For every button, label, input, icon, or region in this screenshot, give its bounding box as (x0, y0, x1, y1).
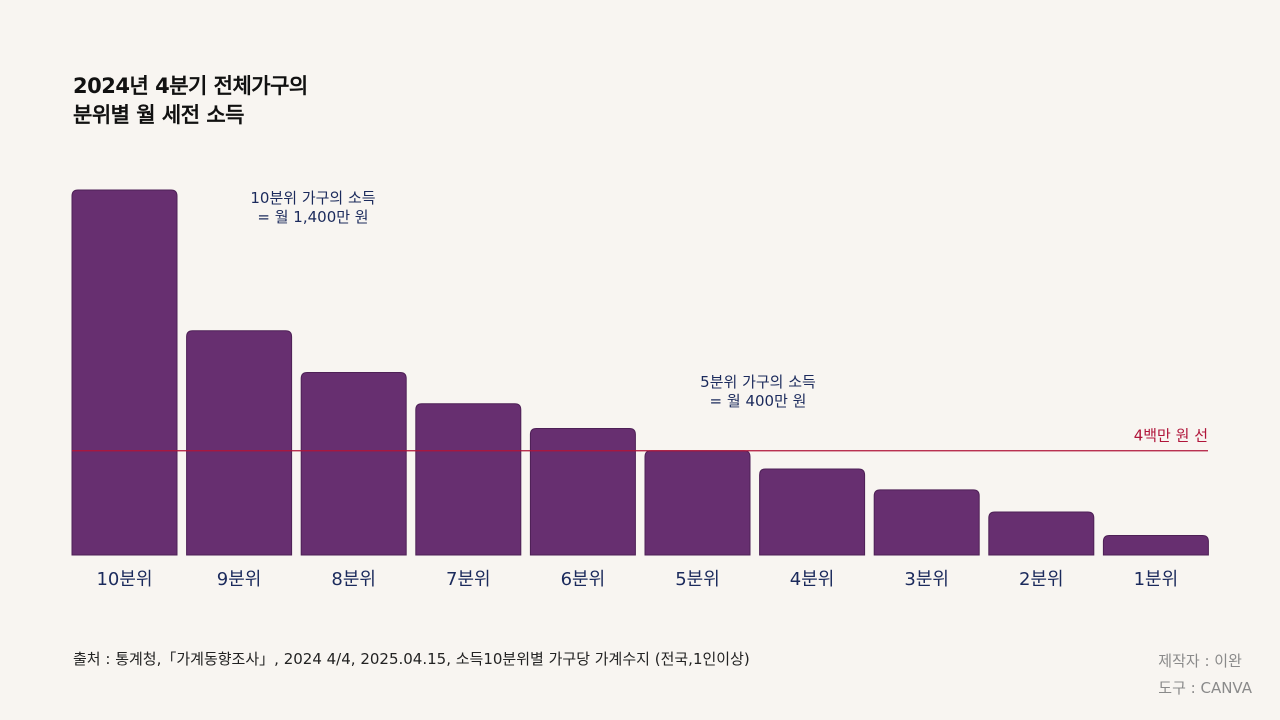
x-tick-label: 5분위 (675, 569, 720, 590)
tool-credit: 도구 : CANVA (1158, 679, 1252, 697)
annotation-line2: = 월 1,400만 원 (257, 208, 368, 226)
bar-10분위 (71, 189, 178, 556)
credits: 제작자 : 이완 도구 : CANVA (1158, 648, 1252, 702)
bar-4분위 (759, 468, 866, 556)
bar-8분위 (300, 372, 407, 556)
chart-title-line2: 분위별 월 세전 소득 (73, 103, 244, 127)
bar-1분위 (1102, 534, 1209, 556)
chart-title: 2024년 4분기 전체가구의 분위별 월 세전 소득 (73, 72, 308, 130)
x-tick-label: 7분위 (446, 569, 491, 590)
bar-7분위 (415, 403, 522, 556)
annotation-line1: 10분위 가구의 소득 (250, 189, 375, 207)
bar-2분위 (988, 511, 1095, 556)
bar-3분위 (873, 489, 980, 556)
x-tick-label: 3분위 (904, 569, 949, 590)
bar-6분위 (529, 428, 636, 556)
x-tick-label: 6분위 (561, 569, 606, 590)
x-tick-label: 10분위 (96, 569, 152, 590)
bar-9분위 (186, 330, 293, 556)
x-tick-label: 2분위 (1019, 569, 1064, 590)
x-tick-label: 4분위 (790, 569, 835, 590)
x-tick-label: 8분위 (331, 569, 376, 590)
annotation-line2: = 월 400만 원 (710, 392, 807, 410)
reference-line-label: 4백만 원 선 (1134, 427, 1208, 445)
maker-credit: 제작자 : 이완 (1158, 652, 1242, 670)
source-note: 출처 : 통계청,「가계동향조사」, 2024 4/4, 2025.04.15,… (73, 650, 750, 668)
bar-5분위 (644, 450, 751, 556)
x-tick-label: 1분위 (1134, 569, 1179, 590)
annotation-line1: 5분위 가구의 소득 (700, 373, 816, 391)
x-tick-label: 9분위 (217, 569, 262, 590)
chart-title-line1: 2024년 4분기 전체가구의 (73, 74, 308, 98)
